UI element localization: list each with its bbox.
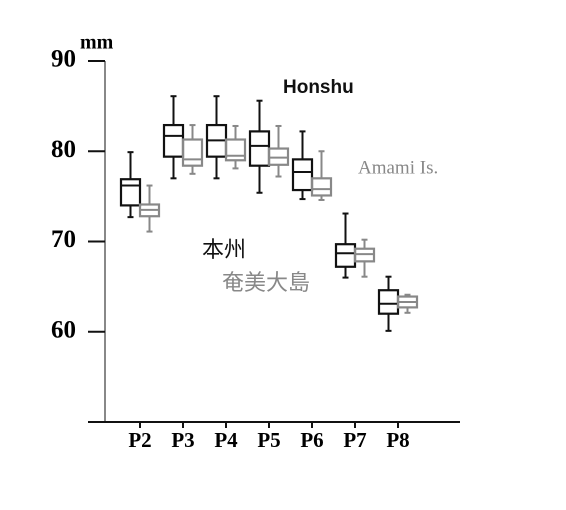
x-tick-label: P4 [214, 428, 238, 452]
x-tick-label: P7 [343, 428, 366, 452]
y-axis-label: mm [80, 32, 114, 54]
box [224, 138, 247, 162]
series-label: Honshu [283, 77, 354, 98]
box [377, 289, 400, 315]
y-tick-label: 70 [51, 226, 76, 253]
box [181, 138, 204, 167]
box [248, 130, 271, 167]
box [334, 243, 357, 268]
x-tick-label: P2 [128, 428, 151, 452]
box [162, 123, 185, 158]
annotation: 奄美大島 [222, 271, 310, 296]
series-label: Amami Is. [358, 157, 438, 178]
y-tick-label: 80 [51, 136, 76, 163]
box [310, 177, 333, 197]
x-tick-label: P5 [257, 428, 280, 452]
box [119, 178, 142, 207]
box [291, 158, 314, 192]
annotation: 本州 [202, 238, 246, 263]
y-tick-label: 90 [51, 46, 76, 73]
y-tick-label: 60 [51, 316, 76, 343]
x-tick-label: P3 [171, 428, 194, 452]
x-tick-label: P6 [300, 428, 323, 452]
x-tick-label: P8 [386, 428, 409, 452]
